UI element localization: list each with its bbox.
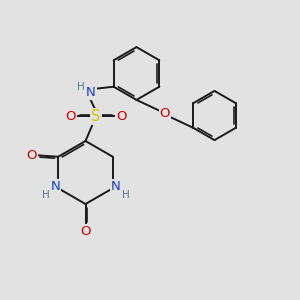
Text: N: N [50, 180, 60, 193]
Text: N: N [86, 86, 96, 99]
Text: O: O [65, 110, 76, 123]
Text: O: O [160, 107, 170, 120]
Text: O: O [80, 225, 91, 238]
Text: H: H [122, 190, 129, 200]
Text: O: O [26, 149, 37, 162]
Text: H: H [77, 82, 85, 92]
Text: S: S [91, 109, 101, 124]
Text: N: N [111, 180, 121, 193]
Text: H: H [42, 190, 50, 200]
Text: O: O [116, 110, 127, 123]
